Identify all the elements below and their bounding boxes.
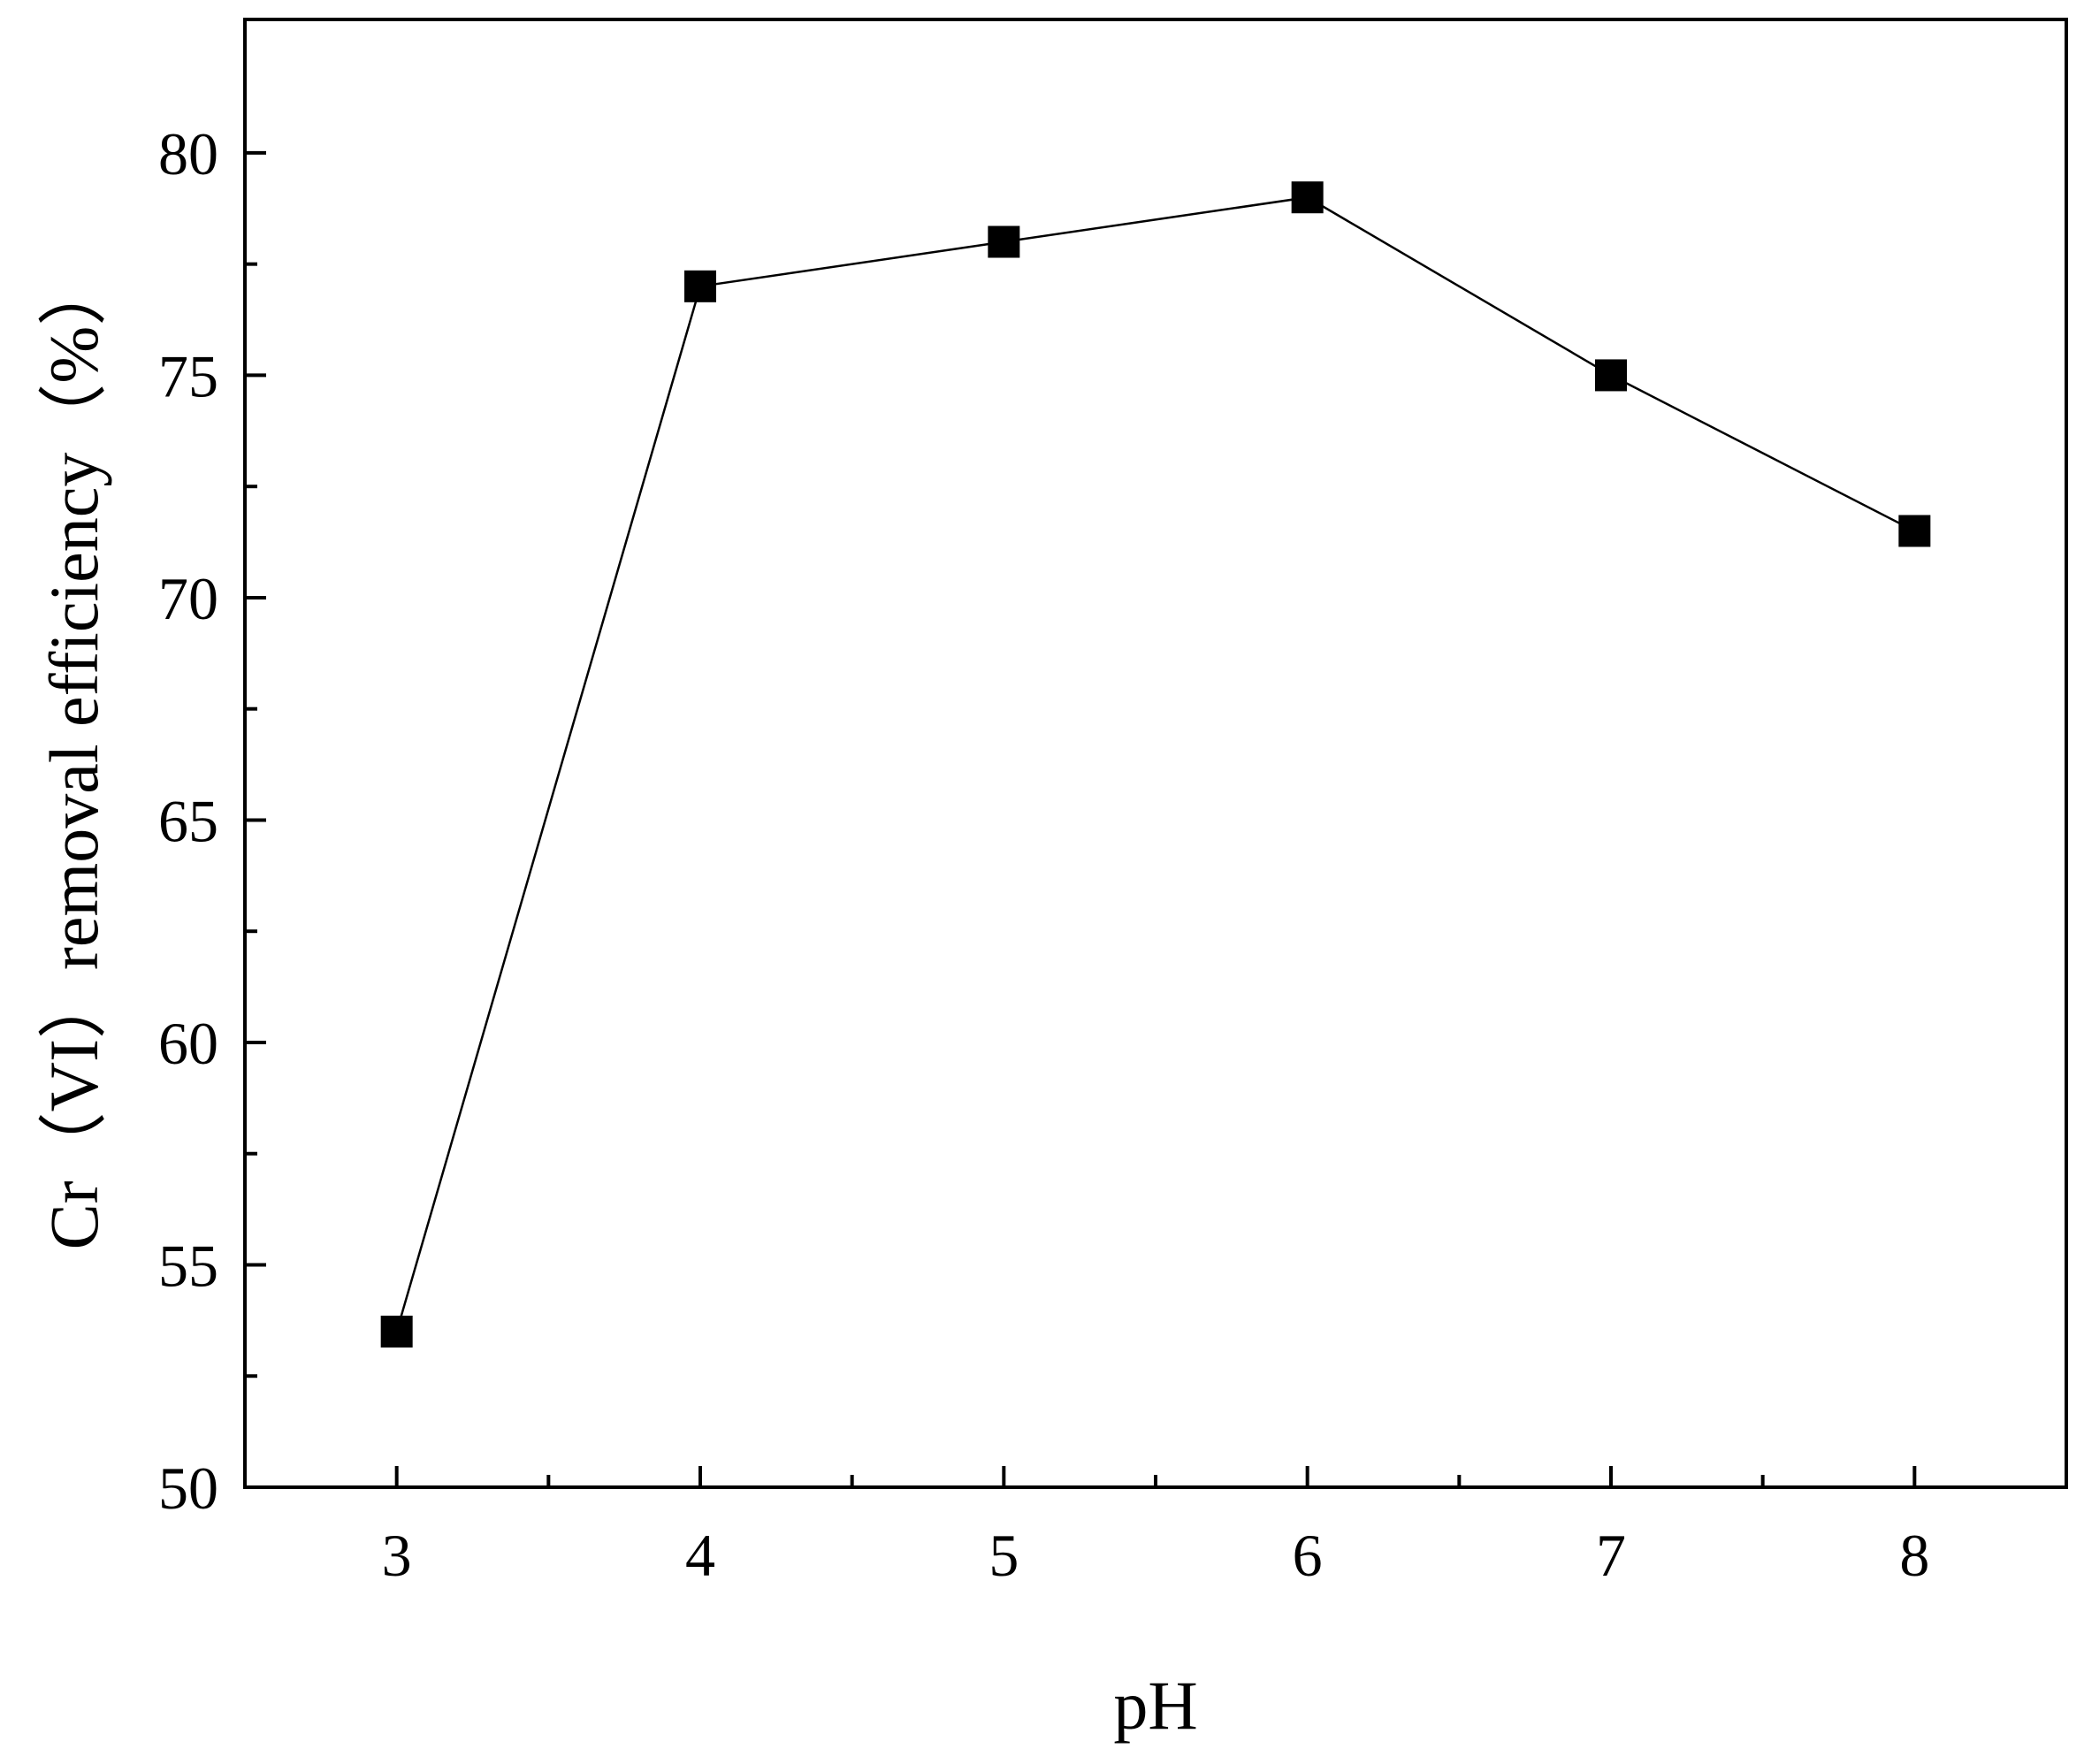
y-axis-title: Cr（VI）removal efficiency（%）	[35, 257, 112, 1250]
x-tick-label: 3	[382, 1522, 412, 1589]
data-point-marker	[1291, 181, 1324, 214]
y-tick-label: 65	[158, 787, 218, 854]
data-point-marker	[380, 1315, 413, 1348]
minor-ticks	[245, 262, 1765, 1487]
plot-frame	[243, 18, 2068, 1489]
series-markers	[380, 181, 1931, 1348]
x-tick-label: 4	[685, 1522, 715, 1589]
data-point-marker	[684, 270, 716, 302]
data-point-marker	[988, 225, 1020, 258]
x-tick-label: 8	[1899, 1522, 1929, 1589]
y-tick-label: 70	[158, 565, 218, 632]
x-tick-label: 7	[1596, 1522, 1626, 1589]
data-point-marker	[1595, 359, 1627, 392]
y-tick-label: 50	[158, 1455, 218, 1522]
major-ticks	[245, 150, 1917, 1489]
y-tick-label: 80	[158, 120, 218, 187]
data-point-marker	[1898, 515, 1931, 547]
x-axis-title: pH	[1113, 1667, 1197, 1744]
x-tick-label: 5	[989, 1522, 1019, 1589]
tick-labels: 3 4 5 6 7 8 50 55 60 65 70 75 80	[158, 120, 1929, 1589]
y-tick-label: 55	[158, 1232, 218, 1299]
x-tick-label: 6	[1293, 1522, 1323, 1589]
y-tick-label: 60	[158, 1010, 218, 1077]
series-line	[395, 195, 1915, 1333]
y-tick-label: 75	[158, 342, 218, 409]
